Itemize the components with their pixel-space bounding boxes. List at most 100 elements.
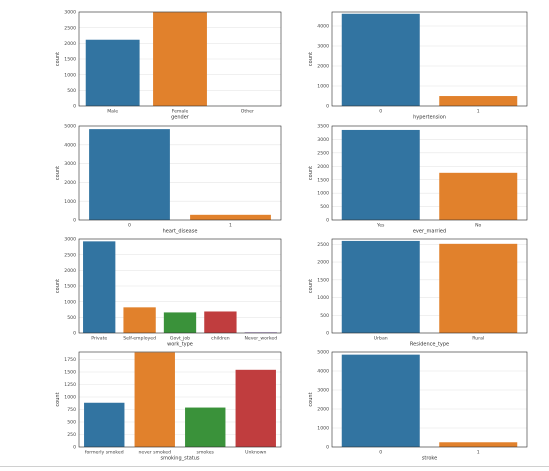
y-tick-label: 500 xyxy=(320,313,329,319)
x-tick-label: Male xyxy=(107,109,118,115)
y-tick-label: 0 xyxy=(73,218,76,224)
y-axis-label: count xyxy=(308,52,314,66)
y-tick-label: 3500 xyxy=(317,124,329,130)
y-tick-label: 0 xyxy=(326,104,329,110)
axes-frame xyxy=(331,351,528,448)
y-tick-label: 0 xyxy=(326,445,329,451)
x-tick-label: never smoked xyxy=(138,450,171,456)
y-tick-label: 2000 xyxy=(64,180,76,186)
y-tick-label: 5000 xyxy=(317,350,329,356)
y-tick-label: 2000 xyxy=(317,260,329,266)
y-tick-label: 1500 xyxy=(317,177,329,183)
x-tick-label: formerly smoked xyxy=(85,450,124,456)
x-tick-label: smokes xyxy=(197,450,215,456)
x-axis-label: hypertension xyxy=(413,115,446,121)
bar-1 xyxy=(439,442,518,447)
bar-self-employed xyxy=(123,307,156,333)
y-tick-label: 2000 xyxy=(317,407,329,413)
y-tick-label: 4000 xyxy=(317,24,329,30)
y-tick-label: 4000 xyxy=(64,142,76,148)
bar-1 xyxy=(190,214,271,220)
x-tick-label: Govt_job xyxy=(170,336,190,342)
y-tick-label: 1000 xyxy=(64,199,76,205)
y-axis-label: count xyxy=(308,392,314,406)
x-tick-label: 1 xyxy=(229,223,232,229)
x-tick-label: 0 xyxy=(128,223,131,229)
y-tick-label: 2000 xyxy=(317,164,329,170)
bar-children xyxy=(204,311,237,333)
y-tick-label: 1000 xyxy=(64,395,76,401)
y-tick-label: 0 xyxy=(326,331,329,337)
y-axis-label: count xyxy=(308,166,314,180)
bar-private xyxy=(83,241,116,333)
x-tick-label: No xyxy=(475,223,481,229)
y-tick-label: 1500 xyxy=(317,277,329,283)
y-tick-label: 0 xyxy=(73,104,76,110)
subplot-work_type: 0 500 1000 1500 2000 2500 3000 Private Self-empl… xyxy=(55,237,282,348)
y-tick-label: 2000 xyxy=(317,64,329,70)
x-tick-label: 1 xyxy=(477,450,480,456)
x-tick-label: children xyxy=(211,336,230,342)
y-tick-label: 4000 xyxy=(317,369,329,375)
y-tick-label: 500 xyxy=(67,315,76,321)
x-tick-label: Yes xyxy=(376,223,385,229)
y-tick-label: 1500 xyxy=(64,370,76,376)
bar-female xyxy=(153,12,207,106)
y-tick-label: 500 xyxy=(67,420,76,426)
bar-unknown xyxy=(235,369,276,447)
x-tick-label: Female xyxy=(172,109,189,115)
bar-male xyxy=(85,39,140,107)
bar-smokes xyxy=(185,407,226,447)
bar-govt-job xyxy=(163,312,197,333)
bar-0 xyxy=(89,129,170,220)
y-axis-label: count xyxy=(308,279,314,293)
bar-yes xyxy=(341,129,420,220)
subplot-ever_married: 0 500 1000 1500 2000 2500 3000 3500 Yes No ever_ma… xyxy=(308,124,528,235)
bar-formerly-smoked xyxy=(84,402,125,447)
y-tick-label: 1000 xyxy=(317,84,329,90)
x-axis-label: ever_married xyxy=(413,229,446,235)
y-axis-label: count xyxy=(55,279,61,293)
y-tick-label: 1750 xyxy=(64,357,76,363)
subplot-stroke: 0 1000 2000 3000 4000 5000 0 1 stroke count xyxy=(308,350,528,462)
axes-frame xyxy=(331,11,528,107)
y-tick-label: 1000 xyxy=(317,295,329,301)
subplot-heart_disease: 0 1000 2000 3000 4000 5000 0 1 heart_disease coun… xyxy=(55,124,282,235)
y-tick-label: 1000 xyxy=(317,191,329,197)
y-tick-label: 3000 xyxy=(64,237,76,243)
y-tick-label: 0 xyxy=(73,445,76,451)
y-tick-label: 250 xyxy=(67,432,76,438)
y-tick-label: 5000 xyxy=(64,124,76,130)
y-axis-label: count xyxy=(55,392,61,406)
bar-1 xyxy=(439,96,518,106)
y-tick-label: 2000 xyxy=(64,268,76,274)
bar-0 xyxy=(341,354,420,447)
axes-frame xyxy=(78,238,282,334)
y-tick-label: 1000 xyxy=(64,299,76,305)
bar-never-smoked xyxy=(134,352,175,447)
x-tick-label: Self-employed xyxy=(123,336,156,342)
y-tick-label: 0 xyxy=(326,218,329,224)
axes-frame xyxy=(78,125,282,221)
y-tick-label: 2000 xyxy=(64,41,76,47)
y-tick-label: 2500 xyxy=(317,150,329,156)
y-tick-label: 1000 xyxy=(317,426,329,432)
x-axis-label: work_type xyxy=(167,342,193,348)
y-axis-label: count xyxy=(55,166,61,180)
y-tick-label: 1250 xyxy=(64,382,76,388)
x-axis-label: smoking_status xyxy=(160,456,199,462)
bar-rural xyxy=(439,243,518,333)
x-tick-label: Other xyxy=(241,109,254,115)
axes-frame xyxy=(78,351,282,448)
x-tick-label: Unknown xyxy=(245,450,266,456)
y-tick-label: 3000 xyxy=(64,10,76,16)
x-tick-label: Private xyxy=(91,336,107,342)
axes-frame xyxy=(331,125,528,221)
axes-frame xyxy=(331,238,528,334)
y-tick-label: 2500 xyxy=(317,242,329,248)
x-axis-label: stroke xyxy=(422,456,437,462)
y-axis-label: count xyxy=(55,52,61,66)
subplot-hypertension: 0 1000 2000 3000 4000 0 1 hypertension count xyxy=(308,11,528,121)
bar-no xyxy=(439,172,518,220)
